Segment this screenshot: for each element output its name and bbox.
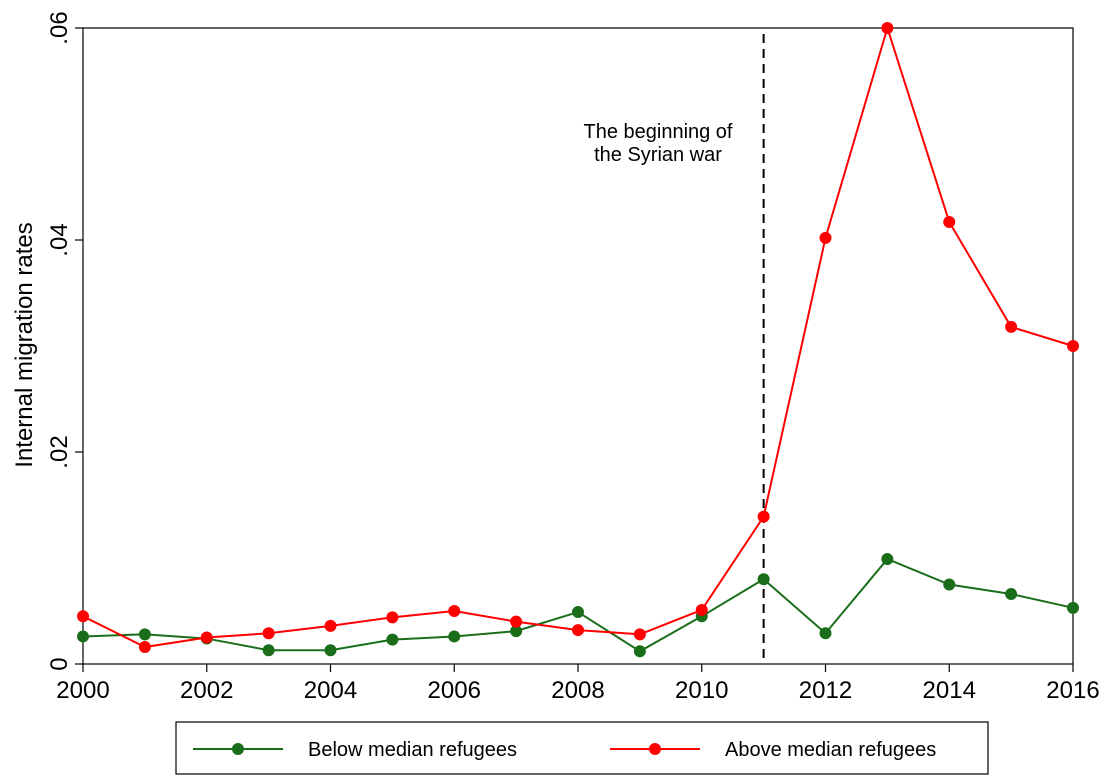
series-0-point bbox=[510, 625, 523, 638]
series-0-point bbox=[138, 628, 151, 641]
x-tick-label: 2002 bbox=[180, 677, 233, 704]
x-tick-label: 2014 bbox=[923, 677, 976, 704]
plot-frame bbox=[82, 27, 1074, 665]
series-0-point bbox=[1067, 601, 1079, 614]
series-0-point bbox=[819, 627, 832, 640]
annotation-line-1: The beginning of bbox=[583, 121, 732, 143]
series-0-point bbox=[1005, 588, 1018, 601]
legend-swatch-marker-0 bbox=[232, 743, 244, 755]
series-0-point bbox=[386, 633, 399, 646]
series-1-point bbox=[138, 641, 151, 654]
series-1-point bbox=[1067, 340, 1079, 352]
x-tick-label: 2010 bbox=[675, 677, 728, 704]
y-tick-label: .06 bbox=[46, 11, 73, 44]
series-1-point bbox=[200, 631, 213, 644]
series-1-point bbox=[757, 510, 770, 523]
series-0-point bbox=[633, 645, 646, 658]
series-0-point bbox=[881, 553, 894, 566]
x-tick-label: 2008 bbox=[551, 677, 604, 704]
x-tick-label: 2004 bbox=[304, 677, 357, 704]
series-1-point bbox=[881, 22, 894, 34]
y-tick-label: .02 bbox=[46, 435, 73, 468]
series-0-point bbox=[572, 606, 584, 619]
legend-box bbox=[175, 721, 989, 775]
series-1-point bbox=[633, 628, 646, 641]
legend-label-1: Above median refugees bbox=[725, 739, 936, 761]
series-1-point bbox=[262, 627, 275, 640]
x-tick-label: 2016 bbox=[1046, 677, 1099, 704]
series-line-1 bbox=[82, 24, 1074, 649]
series-1-point bbox=[943, 215, 956, 228]
series-0-point bbox=[757, 573, 770, 586]
series-0-point bbox=[262, 644, 275, 657]
x-tick-label: 2000 bbox=[56, 677, 109, 704]
series-1-point bbox=[324, 619, 337, 632]
y-axis-label: Internal migration rates bbox=[11, 222, 38, 467]
series-1-point bbox=[1005, 320, 1018, 333]
annotation-line-2: the Syrian war bbox=[594, 144, 722, 166]
x-tick-label: 2006 bbox=[428, 677, 481, 704]
y-tick-label: .04 bbox=[46, 223, 73, 256]
series-0-point bbox=[943, 578, 956, 591]
y-tick-label: 0 bbox=[46, 657, 73, 670]
series-0-point bbox=[324, 644, 337, 657]
legend-swatch-marker-1 bbox=[649, 743, 661, 755]
series-1-point bbox=[77, 610, 89, 623]
x-tick-label: 2012 bbox=[799, 677, 852, 704]
series-line-0 bbox=[82, 557, 1074, 653]
series-1-point bbox=[695, 603, 708, 616]
series-0-point bbox=[77, 630, 89, 643]
series-0-point bbox=[448, 630, 461, 643]
series-1-point bbox=[386, 611, 399, 624]
series-1-point bbox=[572, 624, 584, 637]
legend-label-0: Below median refugees bbox=[308, 739, 517, 761]
series-1-point bbox=[819, 231, 832, 244]
series-1-point bbox=[510, 615, 523, 628]
series-1-point bbox=[448, 605, 461, 617]
